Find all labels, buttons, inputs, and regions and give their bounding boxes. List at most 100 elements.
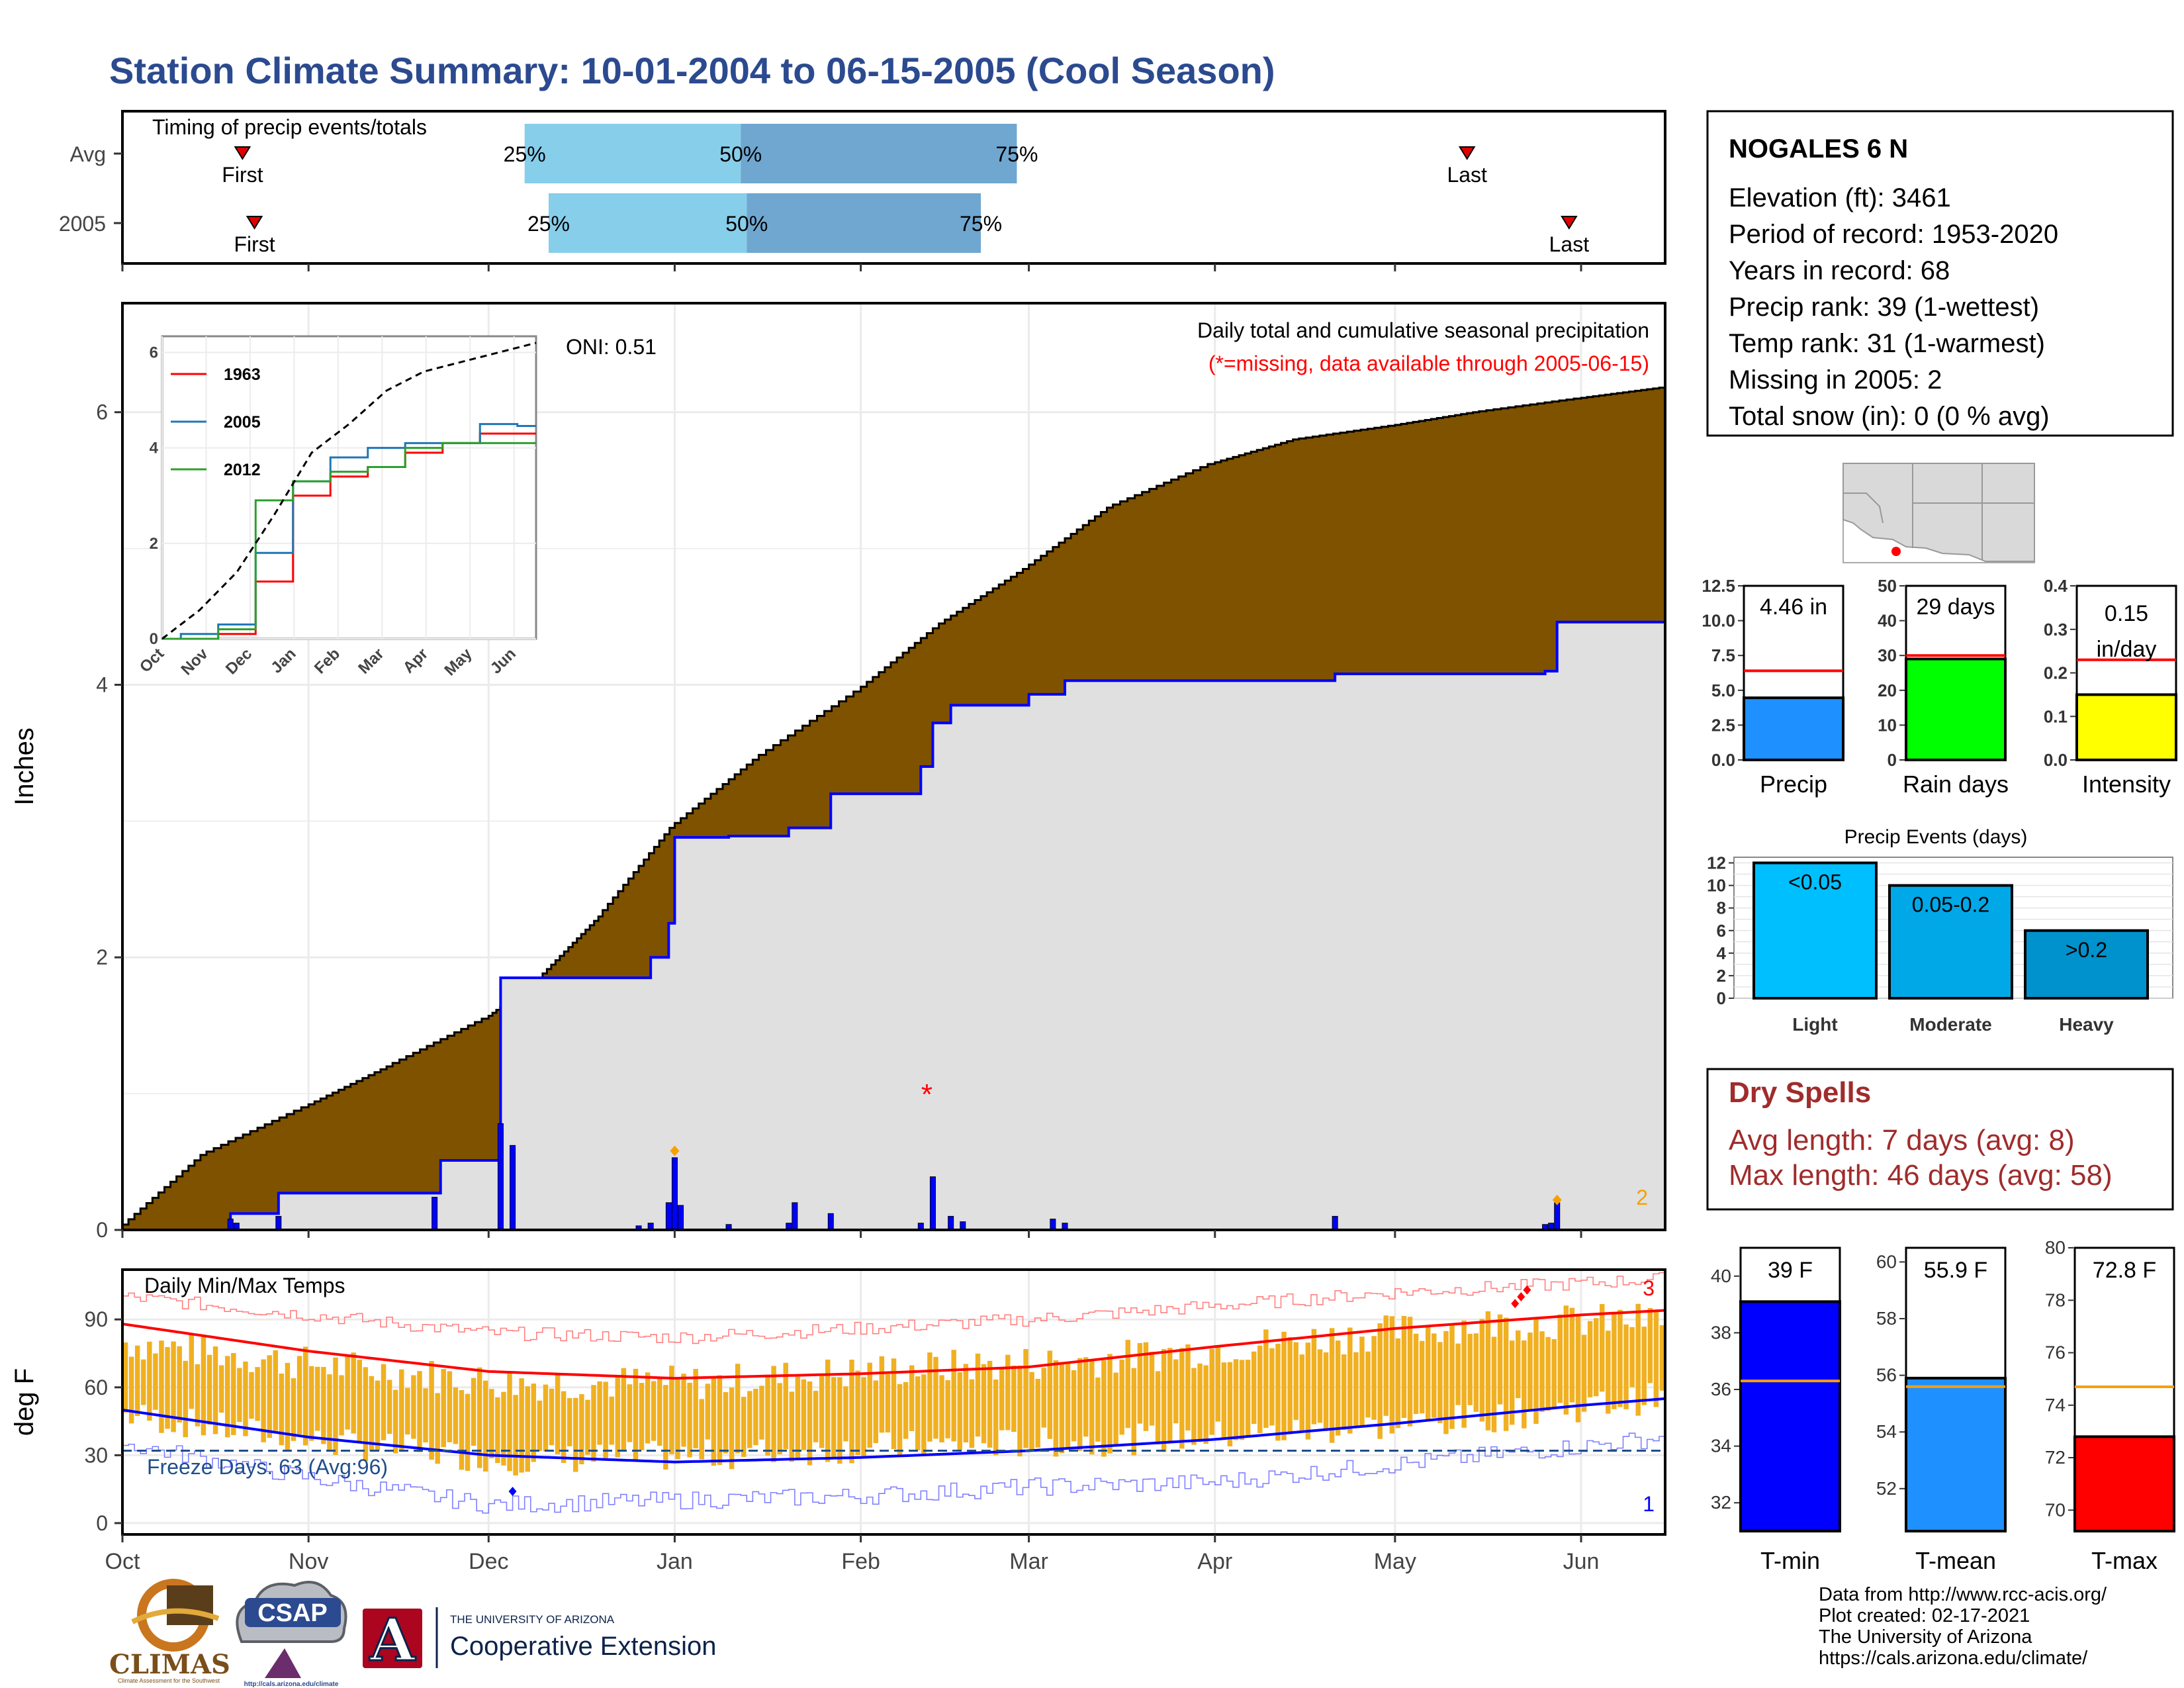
daily-temp-bar [1425, 1325, 1431, 1420]
precip-event-category: Moderate [1909, 1014, 1991, 1035]
daily-temp-bar [1323, 1352, 1329, 1431]
daily-temp-bar [531, 1383, 537, 1462]
daily-temp-bar [1305, 1342, 1311, 1440]
daily-temp-bar [603, 1382, 608, 1460]
daily-temp-bar [1545, 1336, 1551, 1411]
stat-y-tick: 40 [1878, 611, 1897, 631]
footer-line-3: The University of Arizona [1819, 1626, 2032, 1648]
intensity-bar [2075, 693, 2177, 761]
daily-temp-bar [1089, 1360, 1095, 1455]
daily-temp-bar [639, 1383, 645, 1450]
month-tick-label: Dec [469, 1549, 508, 1574]
timing-first-label: First [222, 163, 263, 187]
daily-temp-bar [357, 1359, 363, 1441]
temp-normal-lines [122, 1272, 1666, 1514]
timing-last-label: Last [1549, 232, 1590, 256]
daily-temp-bar [1587, 1321, 1593, 1397]
daily-temp-bar [513, 1395, 518, 1476]
daily-precip-bars [227, 1123, 1562, 1231]
daily-temp-bar [1629, 1327, 1635, 1387]
daily-temp-bar [1401, 1315, 1407, 1419]
stat-y-tick: 20 [1878, 680, 1897, 700]
record-high-marker [1511, 1299, 1520, 1309]
daily-temp-bar [302, 1346, 308, 1446]
daily-temp-bar [267, 1355, 272, 1438]
station-info-box: NOGALES 6 N Elevation (ft): 3461 Period o… [1706, 110, 2174, 437]
temp-panel-title: Daily Min/Max Temps [144, 1274, 345, 1297]
daily-temp-bar [423, 1388, 428, 1443]
daily-temp-bar [1647, 1307, 1653, 1383]
daily-temp-bar [1413, 1333, 1419, 1415]
daily-temp-bar [1497, 1314, 1503, 1405]
daily-temp-bar [1347, 1327, 1353, 1434]
station-details: Elevation (ft): 3461 Period of record: 19… [1729, 183, 2058, 431]
stat-y-tick: 7.5 [1711, 645, 1735, 665]
timing-row-label-2005: 2005 [59, 212, 106, 236]
daily-temp-bar [1479, 1319, 1485, 1422]
daily-temp-bar [567, 1398, 572, 1446]
daily-temp-bar [579, 1394, 584, 1465]
daily-temp-bar [1287, 1337, 1293, 1434]
daily-temp-bar [429, 1360, 434, 1460]
daily-temp-bar [1293, 1342, 1298, 1421]
daily-temp-bar [555, 1375, 561, 1454]
daily-temp-bar [765, 1374, 770, 1456]
daily-temp-bar [885, 1374, 891, 1432]
daily-precip-bar [665, 1202, 672, 1231]
daily-temp-bar [711, 1376, 717, 1466]
rain_days-bar [1905, 657, 2007, 762]
daily-temp-bar [621, 1368, 627, 1452]
precip-event-bar [2024, 929, 2149, 1000]
daily-temp-bar [387, 1380, 392, 1434]
tmin-bar [1739, 1300, 1841, 1532]
daily-temp-bar [183, 1360, 188, 1438]
temp-summary-y-tick: 32 [1711, 1492, 1731, 1513]
daily-temp-bar [915, 1376, 921, 1450]
events-y-tick: 8 [1717, 898, 1726, 918]
timing-first-marker [234, 146, 251, 160]
intensity-value-unit: in/day [2097, 637, 2157, 662]
daily-temp-bar [543, 1384, 549, 1452]
temp-summary-y-tick: 60 [1876, 1251, 1897, 1272]
daily-temp-bar [212, 1346, 218, 1434]
temp-summary-y-tick: 38 [1711, 1322, 1731, 1342]
ua-extension-name: Cooperative Extension [450, 1632, 716, 1661]
daily-precip-bar [1050, 1219, 1056, 1231]
daily-temp-bar [1269, 1348, 1275, 1426]
tmin-label: T-min [1760, 1547, 1820, 1574]
daily-temp-bar [141, 1359, 146, 1405]
daily-temp-bar [1197, 1363, 1203, 1442]
daily-temp-bar [399, 1369, 404, 1452]
station-detail-line: Temp rank: 31 (1-warmest) [1729, 329, 2045, 358]
daily-temp-bar [1149, 1352, 1155, 1426]
daily-temp-bar [813, 1391, 819, 1442]
daily-temp-bar [459, 1390, 465, 1470]
daily-temp-bar [417, 1371, 422, 1452]
daily-temp-bar [969, 1379, 975, 1448]
temp-y-tick: 60 [84, 1376, 108, 1399]
daily-temp-bar [1299, 1354, 1304, 1432]
daily-temp-bar [1419, 1340, 1425, 1414]
stat-y-tick: 0.0 [1711, 750, 1735, 770]
daily-temp-bar [1029, 1372, 1034, 1452]
daily-temp-bar [1461, 1320, 1467, 1428]
daily-temp-bar [375, 1380, 381, 1451]
daily-temp-bar [1443, 1331, 1449, 1434]
stat-y-tick: 10.0 [1702, 611, 1735, 631]
daily-temp-bar [345, 1354, 350, 1430]
daily-precip-bar [510, 1145, 516, 1231]
footer-line-2: Plot created: 02-17-2021 [1819, 1605, 2030, 1626]
daily-temp-bar [903, 1382, 909, 1439]
temp-y-axis: 0 30 60 90 [84, 1307, 122, 1535]
daily-temp-bar [1119, 1359, 1124, 1435]
daily-temp-bar [843, 1386, 848, 1442]
tmean-bar [1905, 1376, 2007, 1532]
record-min-line [122, 1432, 1666, 1514]
station-name: NOGALES 6 N [1729, 134, 1908, 164]
daily-temp-bar [819, 1376, 825, 1448]
timing-box-lower [548, 193, 747, 253]
daily-temp-bar [1455, 1343, 1461, 1405]
daily-temp-bar [927, 1352, 933, 1442]
daily-precip-bar [948, 1215, 954, 1231]
daily-temp-bar [1275, 1343, 1281, 1441]
